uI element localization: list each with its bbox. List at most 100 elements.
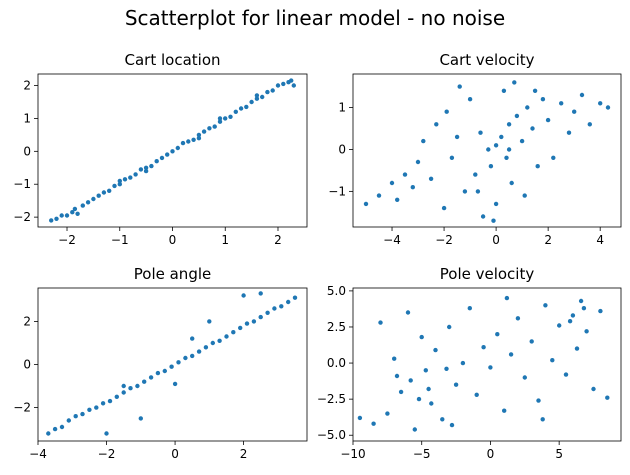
- scatter-point: [207, 319, 212, 324]
- scatter-point: [512, 80, 517, 85]
- scatter-point: [169, 364, 174, 369]
- scatter-point: [191, 137, 196, 142]
- scatter-point: [522, 375, 527, 380]
- scatter-point: [260, 94, 265, 100]
- scatter-point: [509, 180, 514, 186]
- scatter-point: [49, 218, 54, 223]
- scatter-point: [440, 417, 445, 422]
- scatter-point: [376, 193, 382, 198]
- scatter-point: [133, 172, 138, 177]
- scatter-point: [454, 134, 460, 140]
- scatter-point: [72, 206, 78, 212]
- scatter-point: [231, 330, 236, 335]
- scatter-point: [605, 105, 611, 110]
- scatter-point: [410, 185, 415, 190]
- scatter-point: [272, 306, 277, 311]
- scatter-point: [447, 324, 452, 330]
- x-tick-label: 2: [274, 233, 282, 247]
- scatter-point: [159, 155, 165, 161]
- y-tick-label: 1: [23, 111, 31, 125]
- x-tick-label: 0: [171, 447, 179, 461]
- y-tick-label: 0: [338, 142, 346, 156]
- scatter-point: [395, 197, 400, 202]
- scatter-point: [289, 78, 294, 83]
- scatter-point: [162, 368, 167, 374]
- scatter-point: [508, 352, 514, 357]
- x-tick-label: −1: [111, 233, 129, 247]
- scatter-point: [488, 164, 494, 169]
- scatter-point: [567, 319, 573, 324]
- subplot: −2 −1 0 1 2 −2 −1 0 1 2 Cart location: [13, 51, 308, 247]
- scatter-point: [473, 172, 478, 177]
- scatter-point: [429, 401, 434, 406]
- scatter-point: [175, 145, 180, 151]
- scatter-point: [480, 214, 486, 219]
- scatter-point: [491, 218, 496, 223]
- scatter-point: [238, 325, 243, 331]
- x-tick-label: 0: [169, 233, 177, 247]
- scatter-point: [570, 313, 576, 318]
- x-tick-label: 1: [221, 233, 229, 247]
- scatter-point: [532, 88, 538, 94]
- scatter-point: [522, 193, 527, 198]
- scatter-point: [149, 163, 154, 169]
- scatter-point: [441, 205, 447, 211]
- scatter-point: [143, 165, 149, 170]
- scatter-point: [121, 383, 126, 389]
- y-tick-label: 2: [23, 314, 31, 328]
- scatter-point: [96, 193, 101, 198]
- scatter-point: [444, 366, 449, 371]
- scatter-point: [114, 394, 120, 399]
- scatter-point: [66, 418, 72, 423]
- scatter-point: [279, 304, 284, 309]
- scatter-point: [433, 347, 438, 353]
- scatter-point: [493, 201, 499, 207]
- scatter-point: [474, 392, 479, 397]
- scatter-point: [201, 129, 207, 134]
- scatter-point: [584, 329, 589, 334]
- scatter-point: [176, 360, 181, 365]
- scatter-point: [506, 122, 512, 127]
- scatter-point: [449, 422, 455, 428]
- scatter-point: [117, 178, 123, 184]
- scatter-point: [128, 386, 133, 391]
- scatter-point: [412, 427, 417, 432]
- scatter-point: [87, 407, 92, 412]
- scatter-point: [426, 386, 431, 392]
- scatter-point: [357, 415, 363, 421]
- scatter-point: [598, 101, 603, 106]
- scatter-point: [415, 159, 421, 165]
- scatter-point: [540, 97, 546, 102]
- scatter-point: [449, 155, 455, 160]
- scatter-point: [249, 99, 254, 105]
- scatter-point: [52, 426, 58, 432]
- scatter-point: [228, 114, 233, 120]
- scatter-point: [70, 210, 75, 215]
- y-tick-label: 1: [338, 101, 346, 115]
- scatter-point: [563, 372, 569, 377]
- x-tick-label: −2: [435, 233, 453, 247]
- scatter-point: [574, 346, 580, 351]
- x-tick-label: 2: [240, 447, 248, 461]
- scatter-point: [550, 358, 555, 363]
- scatter-point: [434, 122, 439, 127]
- scatter-point: [217, 338, 222, 343]
- scatter-point: [107, 188, 112, 193]
- scatter-point: [244, 321, 250, 326]
- scatter-point: [286, 299, 291, 305]
- scatter-point: [581, 306, 587, 311]
- scatter-point: [143, 168, 149, 174]
- scatter-point: [421, 138, 426, 144]
- subplot: −4 −2 0 2 4 −1 0 1 Cart velocity: [328, 51, 622, 247]
- scatter-point: [112, 183, 117, 189]
- scatter-point: [457, 84, 462, 89]
- scatter-point: [501, 88, 507, 94]
- scatter-point: [217, 116, 223, 121]
- y-tick-label: 0: [23, 358, 31, 372]
- scatter-point: [165, 152, 170, 157]
- y-tick-label: 0: [23, 144, 31, 158]
- scatter-point: [545, 117, 551, 123]
- scatter-point: [506, 147, 512, 152]
